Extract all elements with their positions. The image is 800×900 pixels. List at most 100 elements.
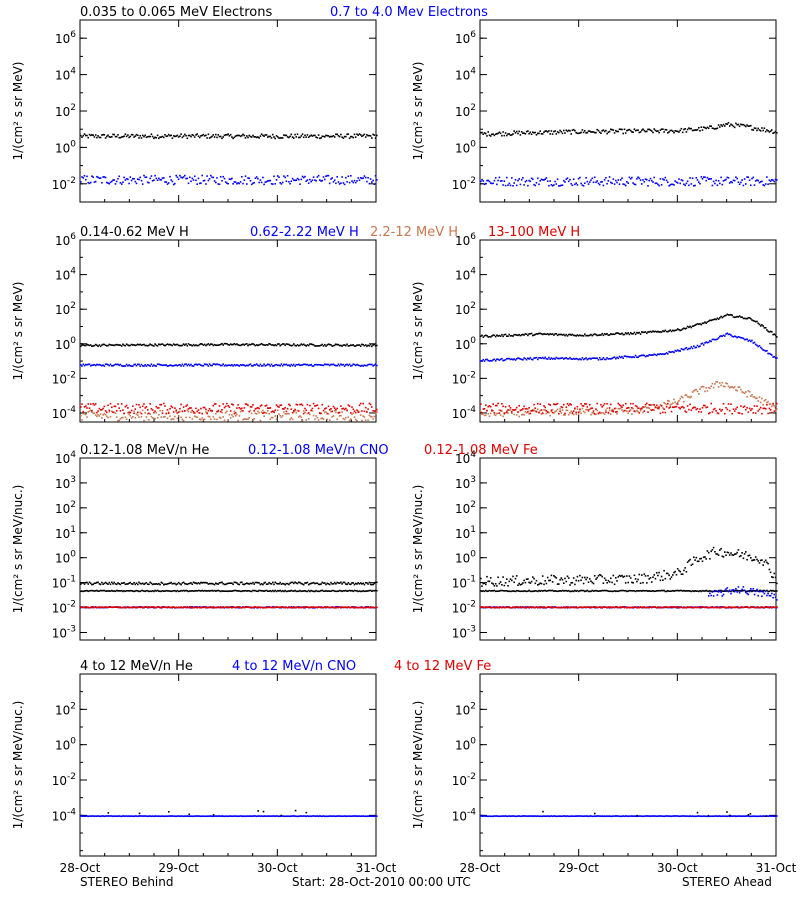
data-point bbox=[587, 183, 590, 185]
data-point bbox=[715, 381, 717, 383]
data-point bbox=[678, 178, 680, 180]
data-point bbox=[232, 590, 234, 592]
data-point bbox=[127, 178, 129, 181]
data-point bbox=[296, 404, 299, 406]
data-point bbox=[587, 581, 590, 583]
data-point bbox=[163, 590, 165, 592]
data-point bbox=[746, 558, 748, 561]
data-point bbox=[185, 363, 187, 365]
data-point bbox=[726, 551, 729, 554]
data-point bbox=[589, 578, 591, 580]
data-point bbox=[485, 132, 487, 135]
data-point bbox=[253, 418, 255, 420]
data-point bbox=[151, 365, 154, 367]
data-point bbox=[709, 125, 711, 127]
data-point bbox=[109, 606, 112, 608]
data-point bbox=[361, 177, 363, 180]
data-point bbox=[528, 358, 530, 360]
data-point bbox=[374, 606, 377, 609]
data-point bbox=[219, 343, 222, 346]
data-point bbox=[753, 341, 756, 344]
data-point bbox=[632, 182, 634, 184]
data-point bbox=[498, 334, 501, 337]
data-point bbox=[96, 175, 98, 178]
data-point bbox=[231, 414, 233, 416]
data-point bbox=[200, 590, 202, 592]
data-point bbox=[727, 314, 730, 316]
data-point bbox=[158, 407, 160, 409]
data-point bbox=[644, 405, 647, 408]
data-point bbox=[612, 410, 615, 413]
data-point bbox=[758, 590, 761, 593]
data-point bbox=[89, 181, 92, 184]
data-point bbox=[693, 406, 695, 409]
data-point bbox=[304, 407, 306, 410]
data-point bbox=[717, 337, 720, 339]
data-point bbox=[525, 590, 528, 593]
data-point bbox=[341, 345, 343, 347]
data-point bbox=[736, 589, 738, 592]
data-point bbox=[628, 333, 631, 336]
data-point bbox=[366, 590, 368, 592]
data-point bbox=[743, 124, 746, 127]
data-point bbox=[288, 364, 290, 366]
data-point bbox=[650, 581, 653, 583]
data-point bbox=[113, 405, 115, 408]
data-point bbox=[281, 181, 284, 184]
data-point bbox=[523, 184, 525, 186]
data-point bbox=[312, 590, 315, 593]
data-point bbox=[207, 583, 210, 585]
data-point bbox=[283, 411, 285, 413]
data-point bbox=[496, 590, 498, 592]
data-point bbox=[210, 589, 212, 592]
data-point bbox=[342, 581, 345, 584]
data-point bbox=[710, 178, 712, 180]
data-point bbox=[92, 134, 94, 136]
data-point bbox=[348, 363, 351, 366]
data-point bbox=[750, 184, 752, 187]
data-point bbox=[509, 578, 512, 580]
data-point bbox=[86, 407, 88, 409]
data-point bbox=[103, 176, 106, 178]
data-point bbox=[316, 590, 319, 593]
data-point bbox=[622, 132, 624, 135]
data-point bbox=[537, 402, 539, 405]
data-point bbox=[771, 129, 773, 131]
data-point bbox=[92, 345, 94, 347]
data-point bbox=[274, 364, 276, 366]
data-point bbox=[704, 556, 706, 558]
data-point bbox=[125, 404, 128, 407]
data-point bbox=[293, 606, 295, 609]
data-point bbox=[356, 419, 358, 422]
data-point bbox=[337, 181, 340, 183]
data-point bbox=[280, 137, 283, 139]
data-point bbox=[246, 135, 248, 137]
data-point bbox=[215, 412, 217, 415]
data-point bbox=[176, 134, 179, 137]
data-point bbox=[254, 364, 257, 366]
data-point bbox=[101, 589, 103, 592]
data-point bbox=[659, 412, 662, 415]
data-point bbox=[514, 590, 517, 593]
data-point bbox=[304, 590, 306, 592]
data-point bbox=[535, 134, 538, 136]
data-point bbox=[191, 607, 194, 609]
data-point bbox=[485, 334, 487, 337]
data-point bbox=[548, 579, 550, 582]
data-point bbox=[259, 179, 262, 181]
data-point bbox=[498, 607, 501, 609]
data-point bbox=[736, 591, 738, 593]
data-point bbox=[257, 177, 259, 180]
data-point bbox=[80, 583, 82, 585]
data-point bbox=[752, 319, 755, 322]
data-point bbox=[99, 589, 102, 592]
data-point bbox=[600, 590, 602, 592]
data-point bbox=[330, 178, 332, 180]
data-point bbox=[499, 180, 502, 182]
data-point bbox=[102, 133, 104, 136]
data-point bbox=[757, 345, 759, 348]
data-point bbox=[117, 403, 119, 405]
data-point bbox=[587, 590, 590, 593]
data-point bbox=[293, 410, 295, 412]
data-point bbox=[607, 131, 610, 134]
